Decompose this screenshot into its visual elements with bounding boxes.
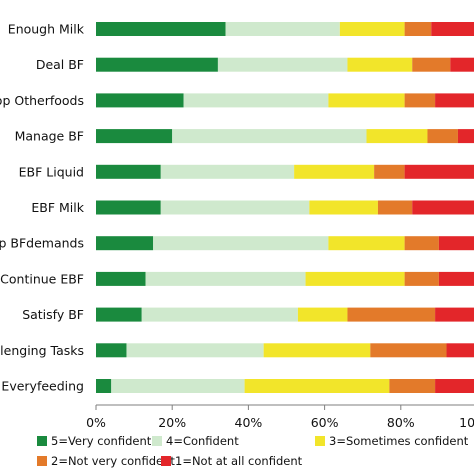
bar-segment — [305, 271, 405, 286]
bar-segment — [328, 236, 405, 251]
bar-segment — [141, 307, 298, 322]
bar-segment — [96, 307, 142, 322]
category-label: Continue EBF — [0, 271, 84, 286]
bar-segment — [96, 236, 154, 251]
x-tick-label: 20% — [158, 415, 186, 430]
bar-segment — [297, 307, 348, 322]
bar-segment — [457, 129, 474, 144]
bar-segment — [370, 343, 447, 358]
legend-label: 4=Confident — [166, 434, 239, 448]
bar-segment — [427, 129, 458, 144]
bar-segment — [404, 22, 432, 36]
bar-segment — [339, 22, 405, 36]
bar-segment — [96, 93, 184, 108]
bar-segment — [244, 379, 390, 393]
bar-segment — [347, 57, 413, 72]
bar-segment — [404, 93, 436, 108]
bar-segment — [160, 164, 295, 179]
bar-segment — [294, 164, 375, 179]
category-label: Enough Milk — [8, 22, 85, 37]
legend-swatch — [152, 436, 162, 446]
x-tick-label: 80% — [387, 415, 415, 430]
bar-segment — [446, 343, 474, 358]
bar-segment — [366, 129, 428, 144]
legend-swatch — [161, 456, 171, 466]
bar-segment — [172, 129, 367, 144]
category-label: EBF Milk — [31, 200, 84, 215]
bar-segment — [389, 379, 436, 393]
category-label: Manage BF — [15, 129, 84, 144]
bar-segment — [374, 164, 405, 179]
x-tick-label: 40% — [235, 415, 263, 430]
legend-label: 3=Sometimes confident — [329, 434, 469, 448]
legend-label: 1=Not at all confident — [175, 454, 303, 468]
bar-segment — [404, 164, 474, 179]
category-label: Stop Otherfoods — [0, 93, 84, 108]
bar-segment — [347, 307, 436, 322]
bar-segment — [96, 164, 161, 179]
bar-segment — [96, 22, 226, 36]
category-label: BF Everyfeeding — [0, 379, 84, 394]
legend-swatch — [315, 436, 325, 446]
category-label: Satisfy BF — [22, 307, 84, 322]
bar-segment — [328, 93, 405, 108]
bar-segment — [217, 57, 348, 72]
bar-segment — [431, 22, 474, 36]
bar-segment — [111, 379, 245, 393]
bar-segment — [377, 200, 413, 215]
bar-segment — [225, 22, 340, 36]
bar-segment — [153, 236, 329, 251]
bar-segment — [435, 379, 474, 393]
bar-segment — [263, 343, 371, 358]
bar-segment — [404, 271, 439, 286]
category-label: EBF Liquid — [19, 164, 84, 179]
x-tick-label: 60% — [311, 415, 339, 430]
bar-segment — [309, 200, 378, 215]
bar-segment — [126, 343, 264, 358]
bar-segment — [435, 93, 474, 108]
bar-segment — [96, 343, 127, 358]
legend-swatch — [37, 456, 47, 466]
legend-label: 2=Not very confident — [51, 454, 175, 468]
legend-swatch — [37, 436, 47, 446]
bar-segment — [96, 57, 218, 72]
bar-segment — [160, 200, 310, 215]
bar-segment — [438, 236, 474, 251]
bar-segment — [183, 93, 329, 108]
bar-segment — [412, 57, 451, 72]
bar-segment — [96, 129, 173, 144]
bar-segment — [96, 271, 146, 286]
bar-segment — [145, 271, 306, 286]
bar-segment — [96, 379, 112, 393]
bar-segment — [435, 307, 474, 322]
x-tick-label: 100% — [459, 415, 474, 430]
category-label: Keep BFdemands — [0, 236, 84, 251]
bar-segment — [96, 200, 161, 215]
legend-label: 5=Very confident — [51, 434, 152, 448]
x-tick-label: 0% — [86, 415, 106, 430]
category-label: Deal BF — [36, 57, 84, 72]
bar-segment — [412, 200, 474, 215]
bar-segment — [438, 271, 474, 286]
bar-segment — [404, 236, 439, 251]
category-label: Challenging Tasks — [0, 343, 84, 358]
bar-segment — [450, 57, 474, 72]
